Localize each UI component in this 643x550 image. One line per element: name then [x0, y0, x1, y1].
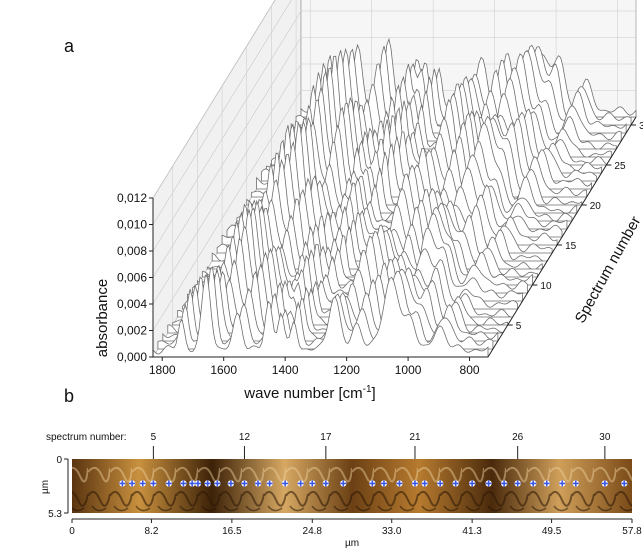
panel-label-a: a: [64, 36, 75, 56]
x-tick-label: 1800: [149, 363, 176, 377]
spectrum-label-5: 5: [151, 432, 157, 443]
z-axis-title: Spectrum number: [572, 214, 643, 327]
microscope-strip: spectrum number: 5 12 17 21 26 30 0 8.2 16.: [40, 432, 642, 549]
strip-x-tick-label: 57.8: [622, 526, 642, 537]
x-axis-title-close: ]: [372, 385, 376, 402]
z-tick-label: 30: [639, 121, 643, 132]
strip-spectrum-labels: 5 12 17 21 26 30: [151, 432, 611, 461]
spectrum-label-30: 30: [599, 432, 611, 443]
wall-gridline: [152, 0, 276, 199]
y-axis-title: absorbance: [94, 279, 111, 357]
x-tick-label: 1000: [395, 363, 422, 377]
y-tick-label: 0,008: [117, 244, 147, 258]
waterfall-chart: 1800 1600 1400 1200 1000 800 0,000 0,002 0,004 0,…: [94, 0, 643, 402]
x-tick-label: 1200: [333, 363, 360, 377]
y-tick-label: 0,012: [117, 191, 147, 205]
y-tick-label: 0,000: [117, 350, 147, 364]
spectrum-number-label: spectrum number:: [46, 432, 127, 443]
spectrum-label-26: 26: [512, 432, 524, 443]
strip-x-tick-label: 49.5: [542, 526, 562, 537]
spectrum-label-17: 17: [320, 432, 332, 443]
strip-y-axis-title: µm: [40, 480, 51, 494]
x-tick-label: 1600: [210, 363, 237, 377]
z-tick-label: 20: [590, 201, 602, 212]
panel-label-b: b: [64, 386, 74, 406]
strip-x-axis-title: µm: [345, 538, 359, 549]
y-tick-label: 0,010: [117, 218, 147, 232]
x-tick-label: 1400: [272, 363, 299, 377]
z-tick-label: 5: [516, 321, 522, 332]
x-axis-title: wave number [cm-1]: [243, 384, 375, 402]
spectra-series: [152, 37, 637, 358]
x-tick-label: 800: [460, 363, 480, 377]
y-tick-label: 0,002: [117, 324, 147, 338]
spectrum-label-12: 12: [239, 432, 251, 443]
strip-x-tick-label: 0: [69, 526, 75, 537]
x-axis-title-sup: -1: [363, 384, 372, 395]
z-tick-label: 15: [565, 241, 577, 252]
strip-measurement-points: [119, 480, 628, 487]
y-tick-label: 0,006: [117, 271, 147, 285]
strip-x-tick-label: 16.5: [222, 526, 242, 537]
z-axis-line: [487, 116, 637, 358]
strip-x-tick-label: 41.3: [462, 526, 482, 537]
strip-y-tick-label: 0: [56, 455, 62, 466]
z-tick-label: 10: [540, 281, 552, 292]
strip-x-tick-label: 8.2: [144, 526, 158, 537]
spectrum-line-1: [152, 274, 489, 358]
y-tick-label: 0,004: [117, 297, 147, 311]
strip-x-tick-label: 24.8: [303, 526, 323, 537]
wall-gridline: [152, 10, 636, 252]
z-tick-label: 25: [614, 161, 626, 172]
strip-image-texture: [72, 459, 632, 513]
spectrum-label-21: 21: [409, 432, 421, 443]
wall-gridline: [152, 37, 636, 278]
strip-y-tick-label: 5.3: [48, 509, 62, 520]
chart-axes: 1800 1600 1400 1200 1000 800 0,000 0,002 0,004 0,…: [117, 116, 643, 377]
wall-gridline: [152, 0, 292, 225]
strip-x-tick-label: 33.0: [382, 526, 402, 537]
strip-axes: 0 8.2 16.5 24.8 33.0 41.3 49.5 57.8 0 5.3: [48, 455, 642, 537]
